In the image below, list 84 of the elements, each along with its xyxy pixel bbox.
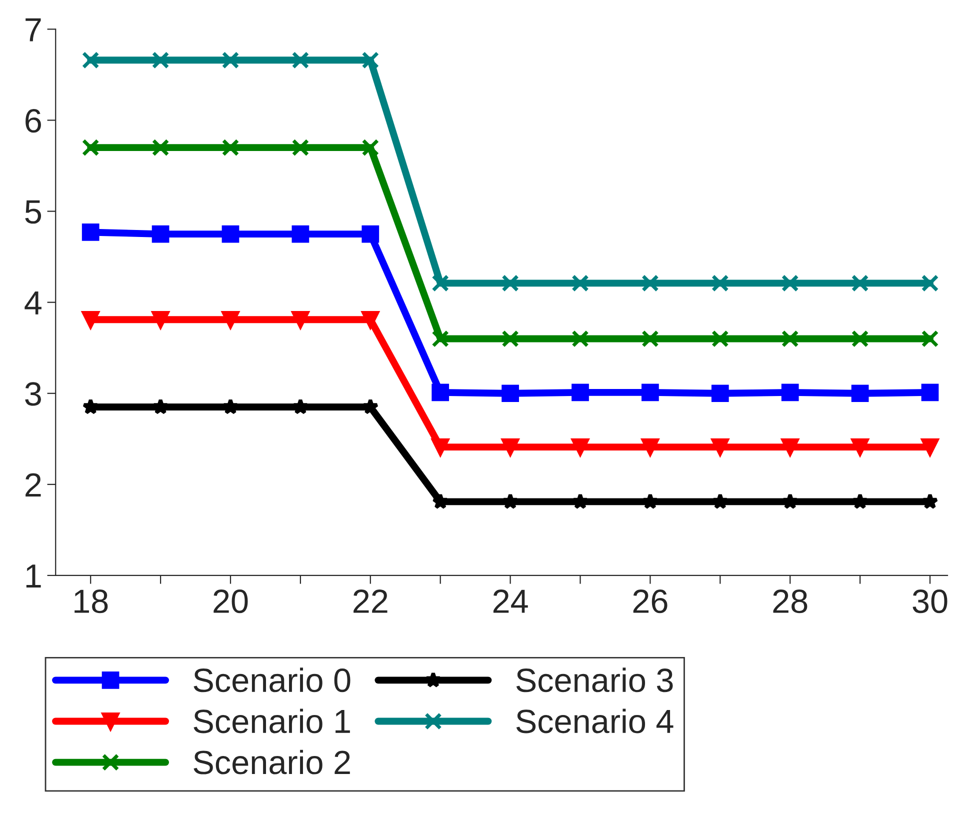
point: [502, 384, 519, 402]
x-tick-label: 22: [354, 590, 388, 613]
point: [292, 310, 310, 328]
point: [782, 493, 798, 510]
point: [711, 274, 729, 292]
point: [921, 330, 939, 348]
y-tick-label: 7: [26, 18, 41, 42]
point: [152, 398, 169, 414]
point: [711, 330, 729, 348]
x-tick-label: 28: [773, 590, 808, 614]
legend-label: Scenario 0: [194, 668, 350, 692]
point: [572, 438, 589, 456]
point: [572, 330, 589, 348]
point: [781, 330, 799, 348]
point: [362, 225, 380, 243]
point: [152, 225, 170, 243]
legend-label: Scenario 2: [194, 750, 350, 774]
point: [921, 438, 939, 456]
point: [432, 493, 449, 510]
point: [781, 274, 799, 292]
point: [851, 438, 869, 456]
point: [152, 310, 170, 328]
point: [82, 310, 100, 328]
point: [82, 398, 99, 414]
point: [292, 51, 310, 69]
x-tick-label: 18: [74, 590, 108, 614]
point: [852, 493, 868, 510]
point: [502, 438, 519, 456]
point: [222, 310, 240, 328]
point: [222, 398, 239, 414]
point: [712, 493, 728, 510]
point: [152, 138, 170, 156]
point: [502, 493, 519, 510]
point: [572, 274, 589, 292]
legend-label: Scenario 3: [516, 668, 673, 692]
point: [362, 398, 379, 414]
point: [921, 274, 939, 292]
point: [222, 225, 240, 243]
point: [642, 274, 659, 292]
point: [292, 398, 309, 414]
point: [222, 138, 240, 156]
point: [851, 330, 869, 348]
point: [711, 384, 729, 402]
point: [362, 310, 380, 328]
x-tick-label: 24: [493, 590, 528, 613]
point: [152, 51, 170, 69]
point: [502, 330, 519, 348]
point: [572, 493, 589, 510]
point: [362, 51, 380, 69]
point: [921, 384, 939, 402]
y-tick-label: 6: [26, 109, 41, 133]
point: [292, 225, 310, 243]
point: [362, 138, 380, 156]
point: [922, 493, 938, 510]
y-tick-label: 5: [25, 200, 42, 224]
point: [572, 384, 589, 402]
point: [781, 438, 799, 456]
point: [432, 274, 450, 292]
x-tick-label: 20: [214, 590, 248, 614]
point: [82, 224, 100, 241]
point: [82, 138, 100, 156]
point: [642, 493, 659, 510]
point: [292, 138, 310, 156]
point: [851, 384, 869, 402]
point: [642, 438, 659, 456]
point: [851, 274, 869, 292]
point: [82, 51, 100, 69]
point: [642, 384, 659, 402]
point: [222, 51, 240, 69]
point: [432, 330, 450, 348]
x-tick-label: 26: [633, 590, 668, 614]
y-tick-label: 4: [24, 291, 42, 314]
point: [502, 274, 519, 292]
point: [432, 384, 450, 402]
point: [432, 438, 450, 456]
y-tick-label: 3: [25, 382, 41, 406]
point: [711, 438, 729, 456]
legend-label: Scenario 4: [516, 708, 674, 734]
legend-label: Scenario 1: [194, 708, 350, 734]
point: [642, 330, 659, 348]
y-tick-label: 1: [26, 564, 41, 588]
x-tick-label: 30: [912, 590, 948, 614]
point: [781, 384, 799, 402]
y-tick-label: 2: [26, 473, 41, 496]
